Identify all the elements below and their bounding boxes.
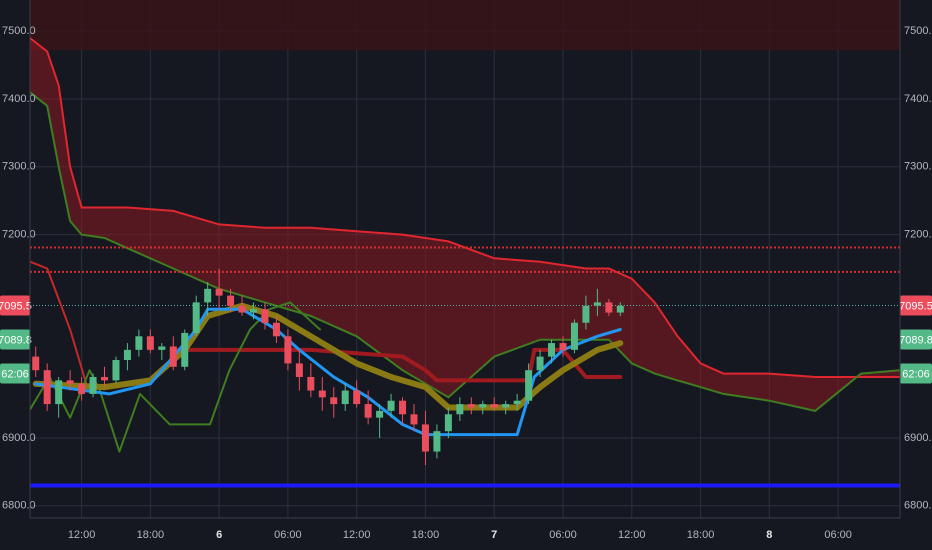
candle-body xyxy=(433,431,441,452)
candle-body xyxy=(204,288,212,303)
price-label: 62:06 xyxy=(902,368,930,380)
candle-body xyxy=(513,400,521,405)
indicator-line xyxy=(30,260,89,389)
price-label: 7095.5 xyxy=(0,300,32,312)
candle-body xyxy=(318,390,326,398)
candle-body xyxy=(421,424,429,452)
price-label-box xyxy=(900,295,932,316)
candle-body xyxy=(399,400,407,415)
candle-body xyxy=(616,305,624,313)
price-label-box xyxy=(900,363,932,384)
candle-body xyxy=(89,376,97,394)
y-tick-label: 7500.0 xyxy=(904,25,932,37)
candle-body xyxy=(353,390,361,405)
x-tick-label: 06:00 xyxy=(824,529,852,541)
y-tick-label: 6900.0 xyxy=(2,432,36,444)
x-tick-label: 18:00 xyxy=(137,529,165,541)
x-tick-label: 6 xyxy=(216,529,222,541)
y-tick-label: 6900.0 xyxy=(904,432,932,444)
x-tick-label: 18:00 xyxy=(412,529,440,541)
candle-body xyxy=(376,410,384,418)
axes: 6800.0 6800.0 6900.0 6900.0 7200.0 7200.0 7300… xyxy=(0,25,932,541)
price-label-box xyxy=(0,329,30,350)
candle-body xyxy=(215,288,223,296)
candle-body xyxy=(112,360,120,381)
candle-body xyxy=(295,363,303,377)
candle-body xyxy=(593,302,601,306)
x-tick-label: 7 xyxy=(491,529,497,541)
candle-body xyxy=(101,376,109,381)
x-tick-label: 06:00 xyxy=(274,529,302,541)
candle-body xyxy=(169,346,177,367)
candle-body xyxy=(341,390,349,405)
price-label: 7089.8 xyxy=(899,334,932,346)
y-tick-label: 6800.0 xyxy=(2,500,36,512)
cloud-lower-line xyxy=(30,91,900,412)
y-tick-label: 7200.0 xyxy=(2,228,36,240)
y-tick-label: 7200.0 xyxy=(904,228,932,240)
indicator-line xyxy=(171,347,623,383)
y-tick-label: 6800.0 xyxy=(904,500,932,512)
candle-body xyxy=(123,349,131,361)
candle-body xyxy=(78,383,86,394)
price-label: 7095.5 xyxy=(899,300,932,312)
candle-body xyxy=(43,370,51,405)
x-tick-label: 12:00 xyxy=(343,529,371,541)
candle-body xyxy=(502,404,510,408)
candle-body xyxy=(146,336,154,350)
candle-body xyxy=(467,404,475,408)
candle-body xyxy=(570,322,578,350)
candle-body xyxy=(582,305,590,323)
candle-body xyxy=(192,302,200,333)
x-tick-label: 18:00 xyxy=(687,529,715,541)
y-tick-label: 7400.0 xyxy=(904,93,932,105)
candle-body xyxy=(330,397,338,405)
price-label-box xyxy=(900,329,932,350)
candle-body xyxy=(479,404,487,408)
cloud-fill xyxy=(30,37,900,411)
candle-body xyxy=(605,302,613,313)
x-tick-label: 12:00 xyxy=(68,529,96,541)
candle-body xyxy=(135,336,143,350)
y-tick-label: 7500.0 xyxy=(2,25,36,37)
price-label: 62:06 xyxy=(1,368,29,380)
cloud-upper-line xyxy=(30,37,900,378)
candle-body xyxy=(444,414,452,432)
candle-body xyxy=(250,309,258,313)
price-label-box xyxy=(0,363,30,384)
candle-body xyxy=(181,332,189,367)
candle-body xyxy=(261,309,269,323)
candle-body xyxy=(227,295,235,306)
candle-body xyxy=(55,380,63,405)
candle-body xyxy=(158,346,166,350)
candle-body xyxy=(559,343,567,350)
candle-body xyxy=(66,380,74,384)
price-label: 7089.8 xyxy=(0,334,32,346)
candle-body xyxy=(272,322,280,337)
y-tick-label: 7400.0 xyxy=(2,93,36,105)
candle-body xyxy=(548,343,556,357)
price-label-box xyxy=(0,295,30,316)
candle-body xyxy=(536,356,544,371)
candle-body xyxy=(525,370,533,401)
candle-body xyxy=(238,305,246,313)
candle-body xyxy=(284,336,292,364)
resistance-band xyxy=(30,0,900,51)
candle-body xyxy=(32,356,40,371)
candle-body xyxy=(456,404,464,415)
candle-body xyxy=(410,414,418,425)
y-tick-label: 7300.0 xyxy=(2,161,36,173)
indicator-line xyxy=(34,307,622,437)
candle-body xyxy=(364,404,372,418)
x-tick-label: 06:00 xyxy=(549,529,577,541)
x-tick-label: 8 xyxy=(766,529,772,541)
candle-body xyxy=(307,376,315,391)
x-tick-label: 12:00 xyxy=(618,529,646,541)
candle-body xyxy=(387,400,395,411)
plot-area xyxy=(30,0,900,488)
y-tick-label: 7300.0 xyxy=(904,161,932,173)
candle-body xyxy=(490,404,498,408)
